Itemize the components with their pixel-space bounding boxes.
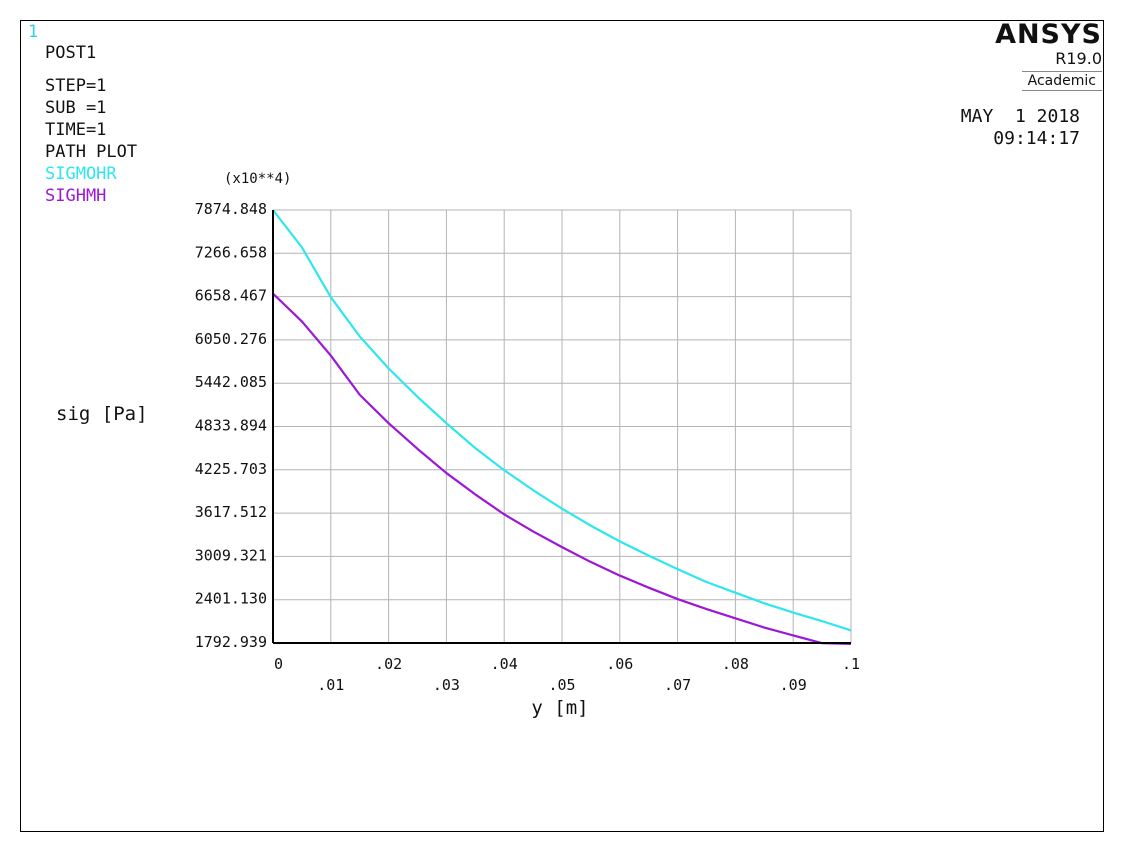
x-tick-label: .07 (664, 676, 691, 694)
x-tick-label: .02 (375, 655, 402, 673)
step-label: STEP=1 (45, 76, 107, 96)
y-tick-label: 3617.512 (195, 503, 267, 521)
x-axis-label: y [m] (531, 697, 588, 719)
y-tick-label: 4833.894 (195, 416, 267, 434)
time-label: TIME=1 (45, 120, 107, 140)
series-line-sighmh (272, 292, 852, 646)
legend-sighmh: SIGHMH (45, 186, 107, 206)
y-tick-label: 7874.848 (195, 200, 267, 218)
y-tick-label: 7266.658 (195, 243, 267, 261)
y-tick-label: 6050.276 (195, 330, 267, 348)
y-tick-label: 1792.939 (195, 633, 267, 651)
legend-sigmohr: SIGMOHR (45, 164, 117, 184)
y-tick-label: 6658.467 (195, 287, 267, 305)
y-tick-label: 2401.130 (195, 590, 267, 608)
x-tick-label: .06 (606, 655, 633, 673)
x-tick-label: .09 (780, 676, 807, 694)
y-tick-label: 4225.703 (195, 460, 267, 478)
axes (272, 210, 851, 644)
plot-type-label: PATH PLOT (45, 142, 138, 162)
x-tick-label: 0 (274, 655, 283, 673)
y-multiplier-label: (x10**4) (224, 171, 292, 187)
y-tick-labels: 1792.939 2401.130 3009.321 3617.512 4225.703… (195, 200, 267, 651)
x-tick-label: .1 (842, 655, 860, 673)
series-curves (272, 209, 852, 646)
brand-edition: Academic (1021, 71, 1102, 91)
x-tick-label: .03 (433, 676, 460, 694)
date-day: MAY 1 2018 (960, 106, 1080, 127)
x-tick-label: .04 (491, 655, 518, 673)
series-line-sigmohr (272, 209, 852, 632)
y-axis-label: sig [Pa] (56, 403, 148, 425)
date-time: 09:14:17 (993, 128, 1080, 149)
graphics-window-frame (20, 20, 1104, 832)
y-tick-label: 5442.085 (195, 373, 267, 391)
sub-label: SUB =1 (45, 98, 107, 118)
date-block: MAY 1 2018 09:14:17 (961, 106, 1080, 150)
post-label: POST1 (45, 43, 97, 63)
brand-version: R19.0 (1055, 49, 1102, 68)
y-tick-label: 3009.321 (195, 546, 267, 564)
x-tick-labels: 0 .01 .02 .03 .04 .05 .06 .07 .08 .09 .1 (274, 655, 860, 694)
x-tick-label: .08 (722, 655, 749, 673)
x-tick-label: .01 (317, 676, 344, 694)
window-number: 1 (28, 22, 39, 42)
grid-lines (272, 209, 852, 644)
x-tick-label: .05 (548, 676, 575, 694)
brand-name: ANSYS (995, 19, 1102, 50)
brand-block: ANSYS R19.0 Academic (995, 20, 1102, 91)
